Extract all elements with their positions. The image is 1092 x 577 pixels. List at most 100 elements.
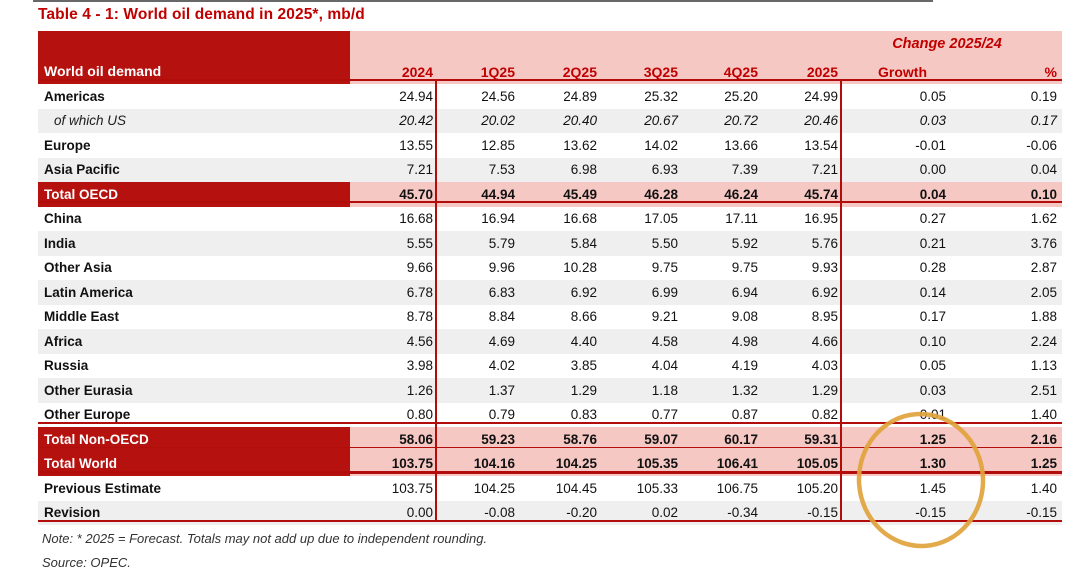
cell-2q25: 10.28 [519, 255, 601, 280]
cell-2024: 7.21 [350, 157, 437, 182]
footnotes: Note: * 2025 = Forecast. Totals may not … [42, 527, 487, 575]
row-label: Asia Pacific [38, 157, 350, 182]
cell-3q25: 5.50 [601, 231, 682, 256]
row-label: of which US [38, 108, 350, 133]
cell-pct: 2.05 [948, 280, 1062, 305]
note-text: Note: * 2025 = Forecast. Totals may not … [42, 531, 488, 546]
cell-2024: 5.55 [350, 231, 437, 256]
table-bottom-rule [38, 519, 1062, 522]
cell-2024: 4.56 [350, 329, 437, 354]
cell-growth: 0.17 [842, 304, 948, 329]
cell-2q25: 4.40 [519, 329, 601, 354]
cell-pct: 0.17 [948, 108, 1062, 133]
cell-4q25: 25.20 [682, 84, 762, 109]
cell-2024: 1.26 [350, 378, 437, 403]
cell-growth: 1.25 [842, 427, 948, 452]
cell-growth: 0.05 [842, 84, 948, 109]
cell-4q25: 106.75 [682, 476, 762, 501]
oil-demand-table: World oil demand Change 2025/24 2024 1Q25 2Q… [38, 31, 1062, 525]
cell-2024: 20.42 [350, 108, 437, 133]
table-row: Total Non-OECD 58.06 59.23 58.76 59.07 60.17 5… [38, 427, 1062, 452]
cell-4q25: 7.39 [682, 157, 762, 182]
cell-2024: 3.98 [350, 353, 437, 378]
cell-3q25: 9.21 [601, 304, 682, 329]
cell-1q25: 7.53 [437, 157, 519, 182]
table-row: Other Asia 9.66 9.96 10.28 9.75 9.75 9.93 0.28 2… [38, 255, 1062, 280]
table-row: Middle East 8.78 8.84 8.66 9.21 9.08 8.95 0.17 1… [38, 304, 1062, 329]
cell-2025: 5.76 [762, 231, 842, 256]
cell-2025: 7.21 [762, 157, 842, 182]
table-row: Other Eurasia 1.26 1.37 1.29 1.18 1.32 1.29 0.0… [38, 378, 1062, 403]
cell-1q25: 4.02 [437, 353, 519, 378]
cell-4q25: 20.72 [682, 108, 762, 133]
cell-2q25: 13.62 [519, 133, 601, 158]
cell-4q25: 4.19 [682, 353, 762, 378]
cell-2025: 16.95 [762, 206, 842, 231]
cell-1q25: 4.69 [437, 329, 519, 354]
row-label: Europe [38, 133, 350, 158]
cell-2025: 6.92 [762, 280, 842, 305]
total-oecd-rule [38, 201, 1062, 203]
cell-3q25: 4.58 [601, 329, 682, 354]
cell-1q25: 16.94 [437, 206, 519, 231]
cell-growth: 0.27 [842, 206, 948, 231]
cell-2q25: 58.76 [519, 427, 601, 452]
cell-2q25: 1.29 [519, 378, 601, 403]
cell-3q25: 1.18 [601, 378, 682, 403]
cell-2025: 20.46 [762, 108, 842, 133]
row-label: India [38, 231, 350, 256]
cell-3q25: 4.04 [601, 353, 682, 378]
row-label: Latin America [38, 280, 350, 305]
cell-2024: 16.68 [350, 206, 437, 231]
cell-1q25: 20.02 [437, 108, 519, 133]
cell-growth: 0.00 [842, 157, 948, 182]
table-row: Africa 4.56 4.69 4.40 4.58 4.98 4.66 0.10 2.24 [38, 329, 1062, 354]
change-span-header: Change 2025/24 [842, 31, 1062, 56]
cell-1q25: 9.96 [437, 255, 519, 280]
cell-2025: 4.03 [762, 353, 842, 378]
source-text: Source: OPEC. [42, 555, 131, 570]
between-totals-rule [38, 446, 1062, 448]
cell-2q25: 20.40 [519, 108, 601, 133]
table-row: India 5.55 5.79 5.84 5.50 5.92 5.76 0.21 3.76 [38, 231, 1062, 256]
cell-2024: 24.94 [350, 84, 437, 109]
cell-growth: -0.01 [842, 133, 948, 158]
cell-3q25: 6.93 [601, 157, 682, 182]
cell-3q25: 14.02 [601, 133, 682, 158]
cell-4q25: 60.17 [682, 427, 762, 452]
cell-4q25: 17.11 [682, 206, 762, 231]
table-row: Previous Estimate 103.75 104.25 104.45 105.3… [38, 476, 1062, 501]
row-label: Middle East [38, 304, 350, 329]
cell-1q25: 59.23 [437, 427, 519, 452]
cell-1q25: 1.37 [437, 378, 519, 403]
table-row: Latin America 6.78 6.83 6.92 6.99 6.94 6.92 0.1… [38, 280, 1062, 305]
cell-pct: 2.51 [948, 378, 1062, 403]
cell-2q25: 24.89 [519, 84, 601, 109]
cell-4q25: 13.66 [682, 133, 762, 158]
table-row: China 16.68 16.94 16.68 17.05 17.11 16.95 0.27 1… [38, 206, 1062, 231]
cell-4q25: 1.32 [682, 378, 762, 403]
total-non-oecd-top-rule [38, 422, 1062, 424]
table-title: Table 4 - 1: World oil demand in 2025*, … [38, 6, 365, 23]
cell-pct: 0.04 [948, 157, 1062, 182]
cell-3q25: 105.33 [601, 476, 682, 501]
header-bottom-rule [38, 79, 1062, 81]
cell-2024: 13.55 [350, 133, 437, 158]
top-divider-line [33, 0, 933, 2]
cell-2025: 13.54 [762, 133, 842, 158]
row-label: Previous Estimate [38, 476, 350, 501]
table-row: Asia Pacific 7.21 7.53 6.98 6.93 7.39 7.21 0.00… [38, 157, 1062, 182]
cell-1q25: 8.84 [437, 304, 519, 329]
cell-pct: 1.13 [948, 353, 1062, 378]
cell-pct: 2.16 [948, 427, 1062, 452]
cell-growth: 1.45 [842, 476, 948, 501]
cell-2q25: 6.92 [519, 280, 601, 305]
cell-pct: 2.87 [948, 255, 1062, 280]
cell-2024: 8.78 [350, 304, 437, 329]
row-label: Other Asia [38, 255, 350, 280]
column-divider-2025 [840, 80, 842, 521]
cell-pct: 3.76 [948, 231, 1062, 256]
cell-pct: 0.19 [948, 84, 1062, 109]
cell-2025: 4.66 [762, 329, 842, 354]
cell-2q25: 16.68 [519, 206, 601, 231]
